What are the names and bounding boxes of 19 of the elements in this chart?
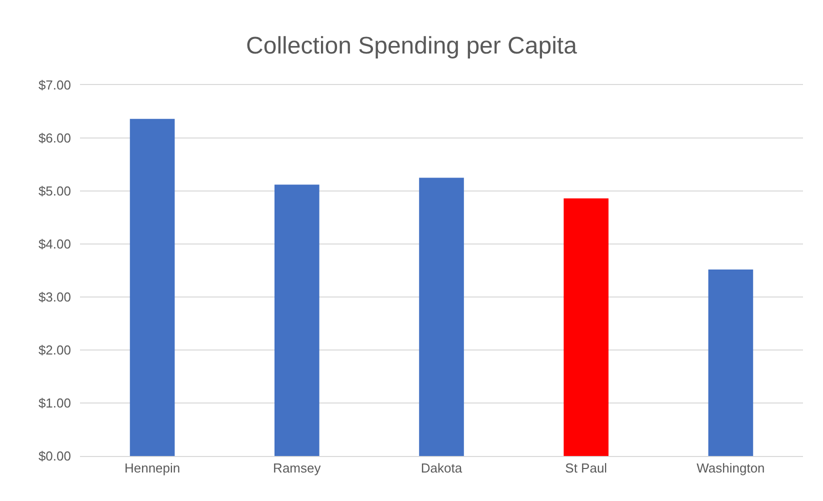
y-tick-label: $1.00 <box>38 396 71 411</box>
x-tick-label: Ramsey <box>273 460 322 476</box>
y-tick-label: $3.00 <box>38 290 71 305</box>
x-tick-label: St Paul <box>565 460 608 476</box>
bar <box>419 178 464 456</box>
y-tick-label: $4.00 <box>38 236 71 252</box>
y-tick-label: $5.00 <box>38 184 71 199</box>
bar <box>708 269 754 456</box>
bar <box>274 184 320 456</box>
y-tick-label: $2.00 <box>38 342 71 358</box>
y-tick-label: $6.00 <box>38 130 71 146</box>
y-tick-label: $7.00 <box>38 78 71 93</box>
chart-title: Collection Spending per Capita <box>246 32 578 60</box>
y-tick-label: $0.00 <box>38 448 71 464</box>
x-tick-label: Washington <box>696 460 765 476</box>
bar <box>564 198 609 456</box>
x-tick-label: Dakota <box>420 460 463 476</box>
x-tick-label: Hennepin <box>124 460 180 476</box>
bar <box>130 118 175 456</box>
